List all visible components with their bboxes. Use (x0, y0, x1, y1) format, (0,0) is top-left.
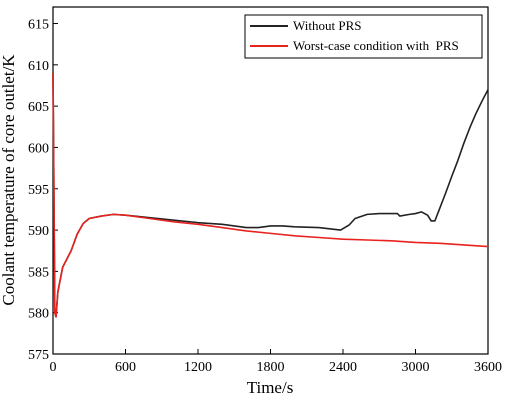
series-group (52, 73, 489, 318)
series-line-1 (52, 73, 489, 318)
y-tick-label: 580 (28, 307, 49, 322)
x-tick-label: 3600 (474, 360, 502, 375)
plot-frame (52, 6, 489, 355)
legend: Without PRS Worst-case condition with PR… (244, 14, 483, 59)
legend-label-worst-case: Worst-case condition with PRS (293, 38, 459, 53)
y-tick-label: 615 (28, 18, 49, 33)
x-tick-label: 1800 (257, 360, 285, 375)
y-axis-title: Coolant temperature of core outlet/K (0, 54, 18, 306)
legend-box (244, 14, 483, 59)
x-tick-label: 1200 (184, 360, 212, 375)
y-tick-label: 595 (28, 183, 49, 198)
y-tick-label: 610 (28, 59, 49, 74)
x-tick-label: 600 (115, 360, 136, 375)
axis-ticks: 0 600 1200 1800 2400 3000 3600 575 580 585 590 595 6… (28, 18, 502, 375)
y-tick-label: 600 (28, 141, 49, 156)
x-tick-label: 0 (50, 360, 57, 375)
y-tick-label: 590 (28, 224, 49, 239)
series-line-0 (52, 73, 489, 318)
x-axis-title: Time/s (247, 378, 294, 397)
legend-label-without-prs: Without PRS (293, 18, 361, 33)
y-tick-label: 585 (28, 265, 49, 280)
x-tick-label: 2400 (329, 360, 357, 375)
y-tick-label: 575 (28, 348, 49, 363)
x-tick-label: 3000 (402, 360, 430, 375)
y-tick-label: 605 (28, 100, 49, 115)
